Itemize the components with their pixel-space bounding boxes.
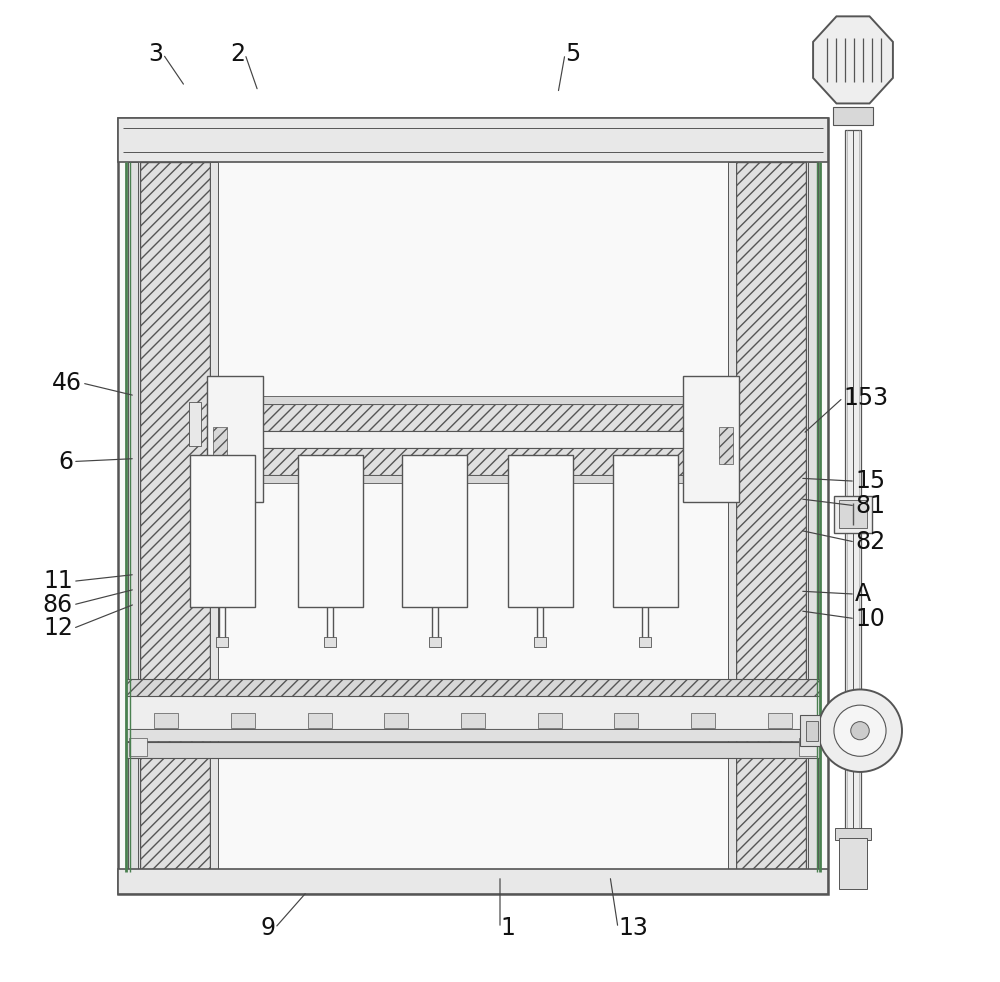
Text: 5: 5 <box>565 42 580 66</box>
Bar <box>213 427 227 464</box>
Text: 153: 153 <box>843 386 888 409</box>
Bar <box>216 474 730 482</box>
Bar <box>216 404 730 431</box>
Bar <box>508 455 572 607</box>
Bar <box>612 455 678 607</box>
Bar <box>210 162 218 872</box>
Bar <box>835 828 871 840</box>
Bar <box>128 162 138 872</box>
Text: A: A <box>855 582 871 606</box>
Bar <box>126 742 820 758</box>
Bar <box>839 838 867 889</box>
Bar <box>190 455 254 607</box>
Text: 82: 82 <box>855 530 885 554</box>
Text: 86: 86 <box>43 593 73 617</box>
Bar <box>800 715 820 746</box>
Bar <box>231 713 255 728</box>
Bar <box>126 680 820 698</box>
Bar <box>118 118 828 894</box>
Bar <box>324 636 336 646</box>
Text: 15: 15 <box>855 469 885 493</box>
Bar <box>799 738 817 756</box>
Text: 2: 2 <box>230 42 245 66</box>
Text: 9: 9 <box>260 916 275 940</box>
Text: 1: 1 <box>500 916 515 940</box>
Text: 46: 46 <box>52 371 82 395</box>
Bar <box>126 696 820 730</box>
Text: 6: 6 <box>58 450 73 473</box>
Text: 3: 3 <box>148 42 163 66</box>
Bar <box>691 713 715 728</box>
Polygon shape <box>813 17 893 103</box>
Bar <box>833 107 873 125</box>
Text: 81: 81 <box>855 494 885 518</box>
Bar <box>538 713 562 728</box>
Bar <box>429 636 441 646</box>
Text: 11: 11 <box>43 570 73 593</box>
Bar <box>129 738 147 756</box>
Bar <box>216 431 730 448</box>
Bar <box>384 713 408 728</box>
Bar <box>719 427 733 464</box>
Bar <box>140 162 210 872</box>
Bar <box>534 636 546 646</box>
Bar <box>808 162 818 872</box>
Bar <box>839 501 867 528</box>
Bar <box>614 713 638 728</box>
Bar <box>736 162 806 872</box>
Bar <box>402 455 467 607</box>
Bar <box>216 448 730 474</box>
Circle shape <box>834 705 886 756</box>
Circle shape <box>851 722 869 739</box>
Bar <box>845 130 861 830</box>
Bar <box>461 713 485 728</box>
Bar <box>207 376 263 502</box>
Text: 12: 12 <box>43 617 73 640</box>
Bar <box>189 402 201 446</box>
Bar <box>639 636 651 646</box>
Bar <box>683 376 739 502</box>
Bar <box>728 162 736 872</box>
Circle shape <box>818 689 902 772</box>
Bar <box>118 118 828 162</box>
Bar <box>118 869 828 894</box>
Bar <box>308 713 332 728</box>
Bar <box>154 713 178 728</box>
Bar <box>298 455 362 607</box>
Bar <box>216 396 730 404</box>
Text: 13: 13 <box>618 916 648 940</box>
Bar <box>216 636 228 646</box>
Bar <box>834 496 872 533</box>
Bar <box>126 730 820 741</box>
Bar <box>806 721 818 740</box>
Bar <box>768 713 792 728</box>
Text: 10: 10 <box>855 607 885 630</box>
